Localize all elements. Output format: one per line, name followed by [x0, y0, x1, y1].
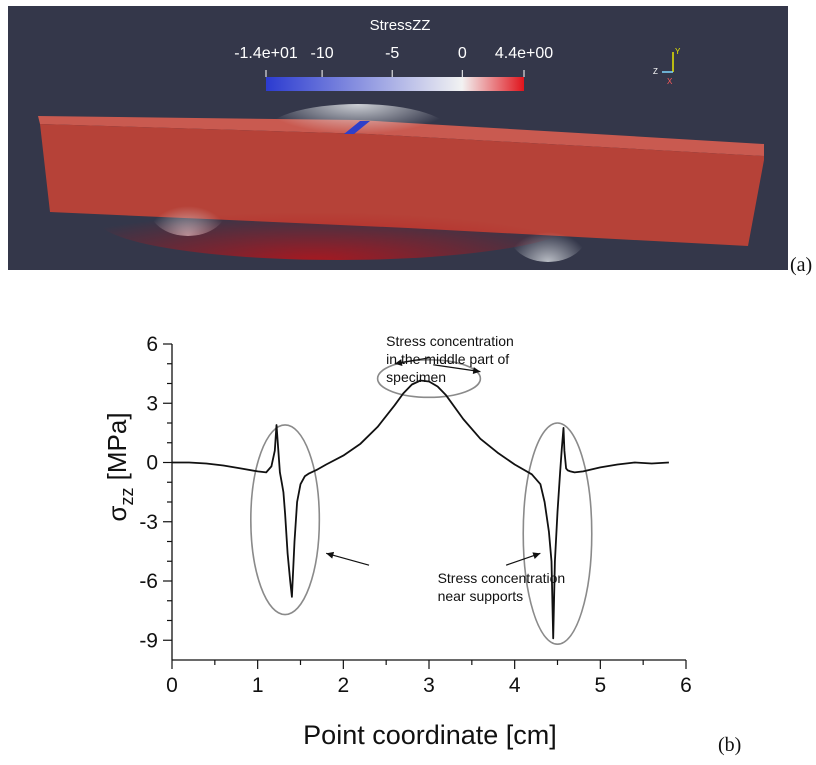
axes-orientation-widget: Y Z X — [653, 47, 681, 86]
x-tick-label: 0 — [166, 674, 178, 697]
y-axis-label: σzz [MPa] — [102, 412, 137, 521]
x-tick-label: 4 — [509, 674, 521, 697]
annotation-arrowhead — [326, 551, 335, 559]
x-tick-label: 6 — [680, 674, 692, 697]
annotation-text: Stress concentration in the middle part o… — [386, 333, 514, 385]
colorbar-tick-label: -1.4e+01 — [234, 45, 298, 62]
x-tick-labels: 0 1 2 3 4 5 6 — [166, 674, 692, 697]
stress-line-chart: 0 1 2 3 4 5 6 6 3 0 -3 -6 -9 Stress concentration in… — [102, 333, 692, 750]
colorbar — [266, 77, 524, 91]
annotation-arrow — [326, 552, 370, 566]
axis-z-label: Z — [653, 67, 658, 76]
y-tick-label: -9 — [139, 629, 158, 652]
y-axis-label-symbol: σ — [102, 506, 132, 522]
chart-axes — [171, 344, 686, 661]
axis-y-label: Y — [675, 47, 681, 56]
annotations: Stress concentration in the middle part o… — [386, 333, 565, 604]
y-tick-label: 0 — [146, 452, 158, 475]
beam-specimen — [38, 104, 764, 262]
colorbar-tick-label: -5 — [385, 45, 399, 62]
y-axis-label-subscript: zz — [117, 488, 137, 506]
annotation-arrows — [326, 357, 541, 566]
beam-loading-contact — [344, 121, 370, 134]
stress-series-line — [172, 379, 669, 640]
chart-panel: 0 1 2 3 4 5 6 6 3 0 -3 -6 -9 Stress concentration in… — [0, 282, 816, 760]
panel-b-label: (b) — [718, 734, 742, 756]
colorbar-tick-label: 4.4e+00 — [495, 45, 553, 62]
colorbar-title: StressZZ — [370, 17, 431, 34]
colorbar-tick-label: -10 — [311, 45, 334, 62]
x-tick-label: 1 — [252, 674, 264, 697]
annotation-arrow — [433, 364, 481, 373]
x-axis-label: Point coordinate [cm] — [303, 720, 557, 750]
highlight-ellipses — [250, 359, 593, 645]
y-tick-label: 3 — [146, 392, 158, 415]
annotation-arrowhead — [394, 359, 403, 366]
render-panel: StressZZ -1.4e+01 -10 -5 0 4.4e+00 Y Z X — [8, 6, 788, 270]
x-tick-label: 2 — [337, 674, 349, 697]
colorbar-ticks: -1.4e+01 -10 -5 0 4.4e+00 — [234, 45, 553, 77]
annotation-arrowhead — [532, 552, 541, 559]
highlight-ellipse — [250, 424, 321, 616]
x-tick-label: 5 — [594, 674, 606, 697]
x-tick-label: 3 — [423, 674, 435, 697]
annotation-text: Stress concentration near supports — [438, 570, 566, 604]
panel-a-label: (a) — [790, 254, 813, 276]
highlight-ellipse — [376, 359, 482, 399]
stress-render-view[interactable]: StressZZ -1.4e+01 -10 -5 0 4.4e+00 Y Z X — [8, 6, 788, 270]
colorbar-tick-label: 0 — [458, 45, 467, 62]
beam-bottom-tension-zone — [98, 180, 578, 260]
annotation-arrowhead — [472, 367, 481, 375]
y-tick-labels: 6 3 0 -3 -6 -9 — [139, 333, 158, 652]
y-tick-label: -6 — [139, 570, 158, 593]
beam-mid-light-zone — [263, 104, 453, 164]
beam-top-face — [38, 116, 764, 156]
y-axis-label-unit: [MPa] — [102, 412, 132, 487]
y-tick-label: 6 — [146, 333, 158, 356]
minor-ticks — [163, 343, 687, 669]
axis-x-label: X — [667, 77, 673, 86]
data-series — [172, 379, 669, 640]
y-tick-label: -3 — [139, 511, 158, 534]
highlight-ellipse — [522, 422, 593, 645]
